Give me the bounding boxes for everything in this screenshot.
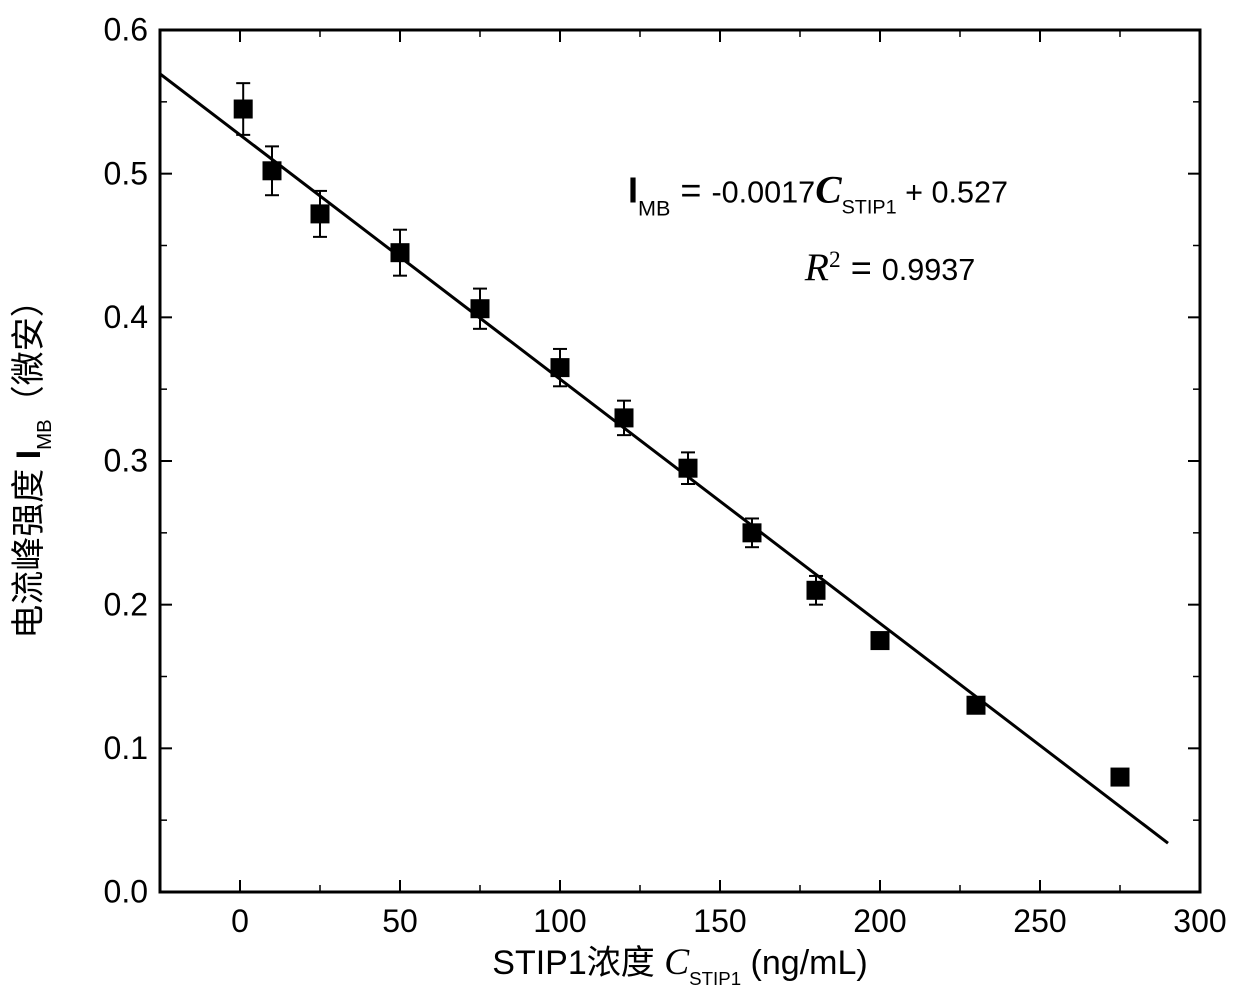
x-tick-label: 50	[382, 903, 418, 939]
data-point	[743, 524, 761, 542]
y-tick-label: 0.3	[104, 443, 148, 479]
x-tick-label: 0	[231, 903, 249, 939]
y-tick-label: 0.5	[104, 155, 148, 191]
y-tick-label: 0.2	[104, 586, 148, 622]
x-tick-label: 300	[1173, 903, 1226, 939]
data-point	[615, 409, 633, 427]
y-tick-label: 0.0	[104, 874, 148, 910]
calibration-chart: 0501001502002503000.00.10.20.30.40.50.6I…	[0, 0, 1240, 1002]
data-point	[471, 300, 489, 318]
data-point	[967, 696, 985, 714]
data-point	[1111, 768, 1129, 786]
x-tick-label: 100	[533, 903, 586, 939]
data-point	[679, 459, 697, 477]
data-point	[234, 100, 252, 118]
data-point	[391, 244, 409, 262]
y-tick-label: 0.4	[104, 299, 148, 335]
y-tick-label: 0.6	[104, 12, 148, 48]
data-point	[551, 359, 569, 377]
data-point	[871, 632, 889, 650]
chart-svg: 0501001502002503000.00.10.20.30.40.50.6I…	[0, 0, 1240, 1002]
x-tick-label: 150	[693, 903, 746, 939]
y-tick-label: 0.1	[104, 730, 148, 766]
data-point	[807, 581, 825, 599]
data-point	[263, 162, 281, 180]
x-tick-label: 250	[1013, 903, 1066, 939]
x-axis-label: STIP1浓度 CSTIP1 (ng/mL)	[492, 942, 867, 989]
x-tick-label: 200	[853, 903, 906, 939]
data-point	[311, 205, 329, 223]
